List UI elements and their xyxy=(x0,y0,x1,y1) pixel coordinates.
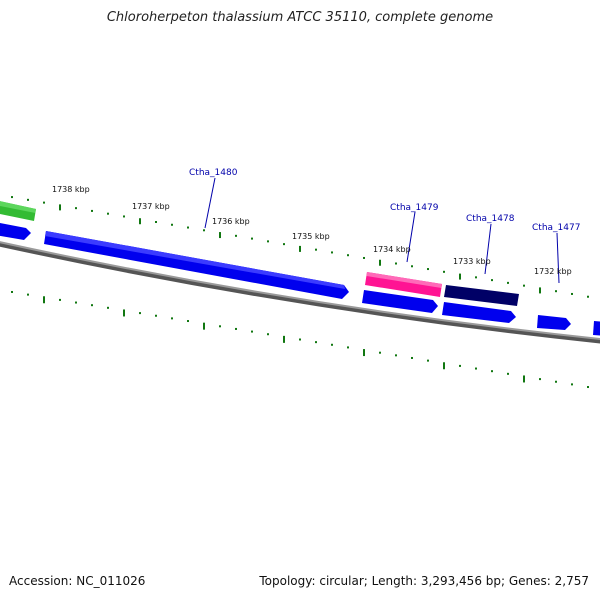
inner-tick-track xyxy=(11,290,589,389)
label-leader xyxy=(556,232,560,284)
gene-label-ctha-1477[interactable]: Ctha_1477 xyxy=(532,223,580,233)
outer-tick-track xyxy=(11,196,589,298)
label-leader xyxy=(204,177,216,229)
cds-arrow[interactable] xyxy=(362,290,438,313)
topology-summary: Topology: circular; Length: 3,293,456 bp… xyxy=(259,574,589,588)
gene-label-ctha-1480[interactable]: Ctha_1480 xyxy=(189,168,238,178)
genome-backbone-highlight xyxy=(0,241,600,340)
cds-arrow[interactable] xyxy=(593,321,600,336)
gene-label-ctha-1478[interactable]: Ctha_1478 xyxy=(466,214,515,224)
scale-label: 1733 kbp xyxy=(453,257,491,266)
cds-arrow-highlight xyxy=(45,231,345,289)
scale-label: 1732 kbp xyxy=(534,267,572,276)
genome-backbone xyxy=(0,241,600,344)
genome-title: Chloroherpeton thalassium ATCC 35110, co… xyxy=(106,10,494,25)
rna-feature-highlight xyxy=(366,272,442,288)
cds-arrow[interactable] xyxy=(442,302,516,323)
label-leader xyxy=(484,223,492,275)
green-feature-highlight xyxy=(0,201,36,213)
cds-arrow[interactable] xyxy=(537,315,571,330)
dark-feature-ctha-1478[interactable] xyxy=(444,285,519,306)
cds-arrow[interactable] xyxy=(0,222,31,240)
label-leader xyxy=(406,211,416,263)
gene-label-ctha-1479[interactable]: Ctha_1479 xyxy=(390,203,439,213)
scale-label: 1738 kbp xyxy=(52,185,90,194)
scale-label: 1737 kbp xyxy=(132,202,170,211)
scale-label: 1734 kbp xyxy=(373,245,411,254)
accession-text: Accession: NC_011026 xyxy=(9,574,146,588)
scale-label: 1735 kbp xyxy=(292,232,330,241)
scale-label: 1736 kbp xyxy=(212,217,250,226)
